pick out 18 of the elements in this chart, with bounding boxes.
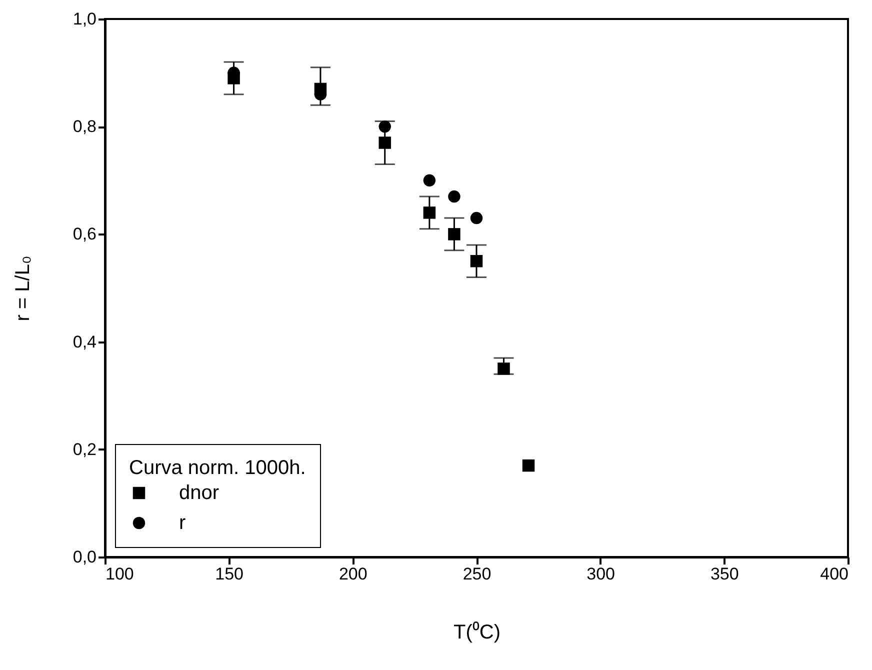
x-tick-label: 200 [338,564,368,584]
legend-title: Curva norm. 1000h. [129,457,306,479]
legend-label: r [179,512,186,534]
y-tick-label: 1,0 [72,10,96,28]
x-tick-label: 400 [820,564,848,584]
y-tick-label: 0,2 [72,440,96,459]
x-axis-title: T(⁰C) [454,620,500,644]
y-tick-label: 0,4 [72,332,96,352]
x-tick-label: 150 [215,564,244,584]
x-tick-label: 300 [586,564,616,584]
x-tick-label: 100 [106,564,134,584]
x-tick-label: 250 [462,564,492,584]
y-tick-label: 0,8 [72,117,96,136]
y-tick-label: 0,6 [72,224,96,244]
x-tick-label: 350 [710,564,739,584]
y-tick-label: 0,0 [72,548,96,566]
y-axis-title: r = L/L₀ [12,256,34,322]
legend-label: dnor [179,482,220,504]
